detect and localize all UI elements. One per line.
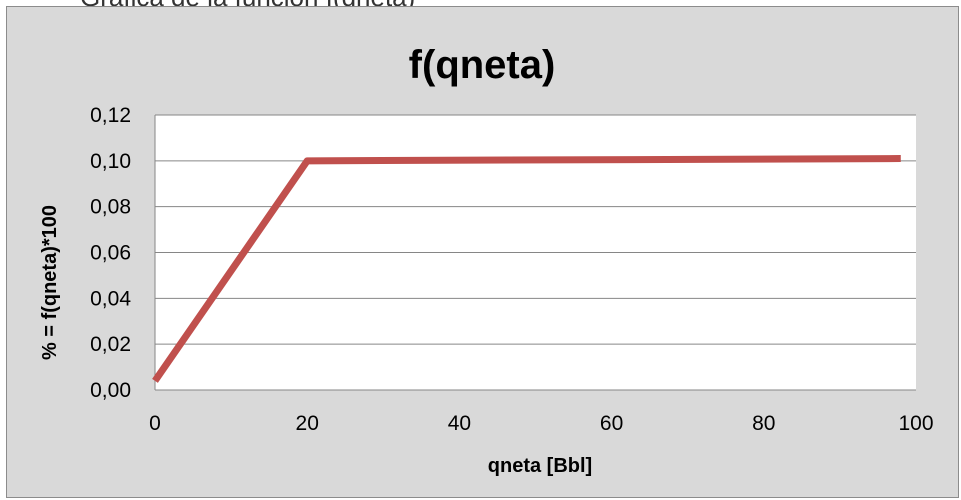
y-axis-label: % = f(qneta)*100 — [39, 205, 61, 360]
x-tick-label: 40 — [448, 412, 471, 435]
y-tick-label: 0,06 — [90, 242, 131, 265]
y-tick-label: 0,10 — [90, 150, 131, 173]
chart-title: f(qneta) — [409, 43, 556, 87]
y-tick-label: 0,12 — [90, 104, 131, 127]
x-tick-label: 80 — [752, 412, 775, 435]
x-tick-label: 100 — [898, 412, 933, 435]
y-tick-labels: 0,00 0,02 0,04 0,06 0,08 0,10 0,12 — [90, 104, 131, 402]
y-tick-label: 0,08 — [90, 196, 131, 219]
x-tick-label: 0 — [149, 412, 161, 435]
y-tick-label: 0,00 — [90, 379, 131, 402]
series-group — [152, 155, 901, 383]
x-axis-label: qneta [Bbl] — [488, 455, 592, 477]
x-tick-labels: 0 20 40 60 80 100 — [149, 412, 933, 435]
y-tick-label: 0,04 — [90, 287, 131, 310]
y-tick-label: 0,02 — [90, 333, 131, 356]
x-tick-label: 60 — [600, 412, 623, 435]
x-tick-label: 20 — [296, 412, 319, 435]
series-line — [152, 155, 901, 383]
